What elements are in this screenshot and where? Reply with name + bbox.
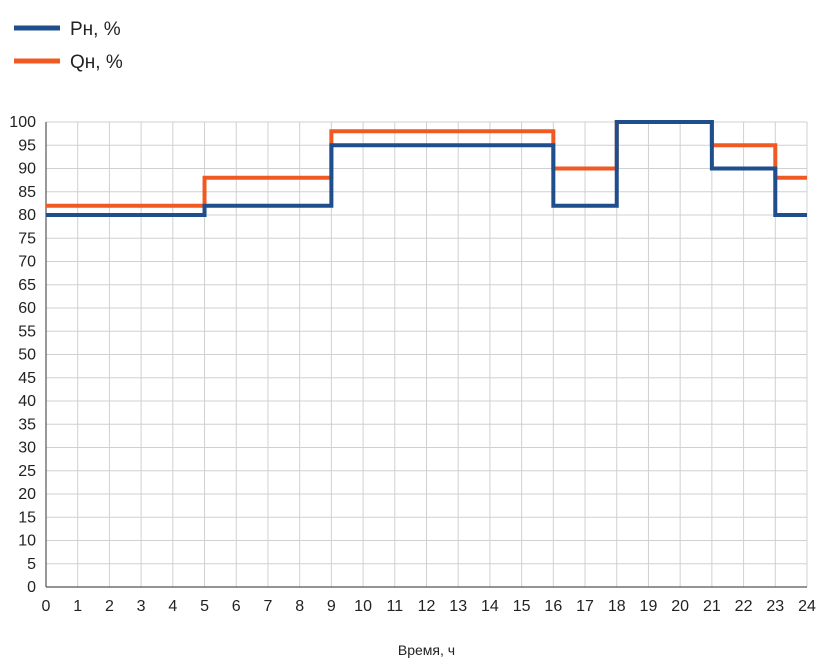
- y-tick-label: 15: [18, 509, 36, 526]
- x-tick-label: 0: [42, 598, 51, 615]
- y-tick-label: 80: [18, 207, 36, 224]
- x-tick-label: 5: [200, 598, 209, 615]
- y-tick-label: 25: [18, 463, 36, 480]
- x-tick-label: 10: [354, 598, 372, 615]
- x-tick-label: 23: [766, 598, 784, 615]
- series-line-q: [46, 120, 807, 208]
- x-tick-label: 4: [168, 598, 177, 615]
- x-tick-label: 20: [671, 598, 689, 615]
- legend-label: Qн, %: [70, 52, 123, 73]
- x-tick-label: 17: [576, 598, 594, 615]
- x-axis-label: Время, ч: [398, 642, 455, 658]
- x-tick-label: 6: [232, 598, 241, 615]
- y-tick-label: 65: [18, 277, 36, 294]
- x-tick-label: 22: [735, 598, 753, 615]
- legend: Pн, % Qн, %: [14, 19, 123, 73]
- x-tick-label: 24: [798, 598, 816, 615]
- y-tick-label: 90: [18, 161, 36, 178]
- x-tick-label: 8: [295, 598, 304, 615]
- axes: [45, 122, 807, 588]
- y-tick-label: 40: [18, 393, 36, 410]
- tick-labels: 0 1 2 3 4 5 6 7 8 9 10 11 12 13 14 15 16 17 18 19 20 21 22 23 24…: [9, 114, 816, 615]
- x-tick-label: 2: [105, 598, 114, 615]
- series-line-p: [46, 120, 807, 217]
- x-tick-label: 19: [640, 598, 658, 615]
- legend-label: Pн, %: [70, 19, 121, 40]
- y-tick-label: 60: [18, 300, 36, 317]
- x-tick-label: 14: [481, 598, 499, 615]
- y-tick-label: 70: [18, 254, 36, 271]
- x-tick-label: 13: [449, 598, 467, 615]
- x-tick-label: 7: [264, 598, 273, 615]
- x-tick-label: 1: [73, 598, 82, 615]
- x-tick-label: 21: [703, 598, 721, 615]
- y-tick-label: 0: [27, 579, 36, 596]
- y-tick-label: 95: [18, 137, 36, 154]
- y-tick-label: 35: [18, 416, 36, 433]
- y-tick-label: 85: [18, 184, 36, 201]
- series-group: [46, 120, 807, 217]
- y-tick-label: 10: [18, 533, 36, 550]
- x-tick-label: 9: [327, 598, 336, 615]
- y-tick-label: 75: [18, 230, 36, 247]
- grid: [45, 121, 808, 588]
- y-tick-label: 5: [27, 556, 36, 573]
- x-tick-label: 15: [513, 598, 531, 615]
- y-tick-label: 100: [9, 114, 36, 131]
- x-tick-label: 3: [137, 598, 146, 615]
- y-tick-label: 45: [18, 370, 36, 387]
- x-tick-label: 18: [608, 598, 626, 615]
- x-tick-label: 16: [544, 598, 562, 615]
- y-tick-label: 50: [18, 347, 36, 364]
- x-tick-label: 12: [418, 598, 436, 615]
- y-tick-label: 30: [18, 440, 36, 457]
- y-tick-label: 55: [18, 323, 36, 340]
- y-tick-label: 20: [18, 486, 36, 503]
- x-tick-label: 11: [386, 598, 403, 615]
